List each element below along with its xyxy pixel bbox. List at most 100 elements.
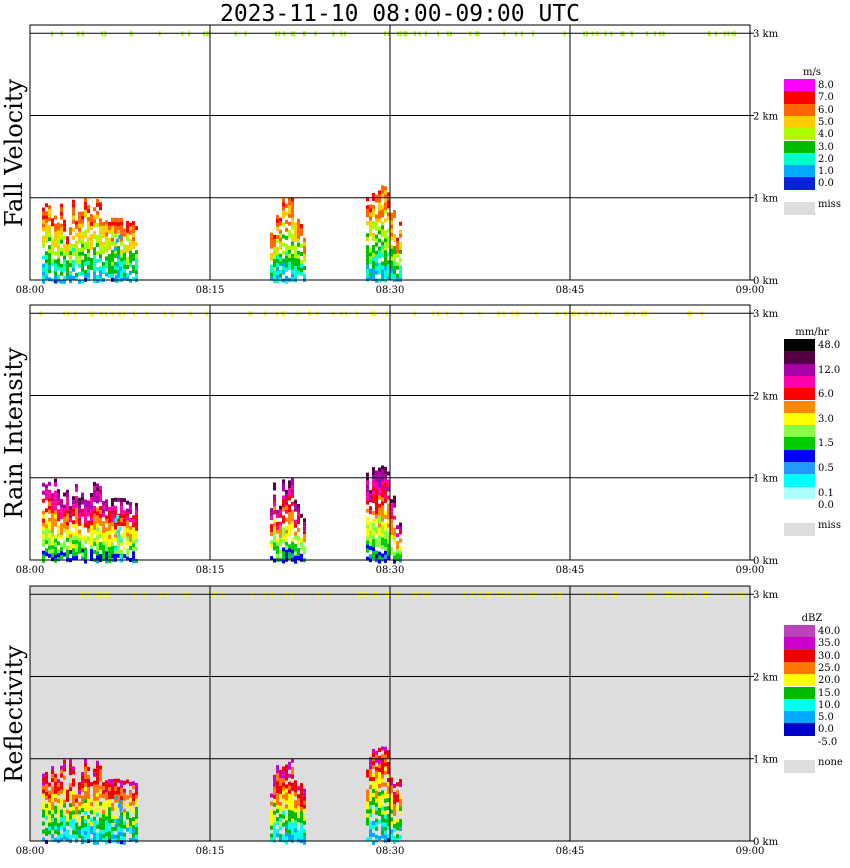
echo-cell — [93, 788, 96, 793]
echo-cell — [45, 775, 48, 780]
echo-cell — [48, 814, 51, 819]
echo-cell — [60, 543, 63, 548]
echo-cell — [96, 547, 99, 552]
echo-cell — [75, 834, 78, 839]
legend-label: 0.5 — [818, 463, 834, 474]
echo-cell — [390, 264, 393, 269]
echo-cell — [294, 816, 297, 821]
echo-cell — [285, 832, 288, 837]
echo-cell — [105, 800, 108, 805]
echo-cell — [297, 786, 300, 791]
echo-cell — [369, 797, 372, 802]
echo-cell — [78, 211, 81, 216]
echo-cell — [123, 554, 126, 559]
echo-cell — [63, 799, 66, 804]
echo-cell — [84, 826, 87, 831]
sparse-echo — [412, 592, 415, 598]
echo-cell — [132, 241, 135, 246]
echo-cell — [105, 244, 108, 249]
echo-cell — [288, 801, 291, 806]
echo-cell — [102, 802, 105, 807]
echo-cell — [273, 782, 276, 787]
echo-cell — [399, 546, 402, 551]
echo-cell — [78, 251, 81, 256]
sparse-echo — [450, 31, 453, 37]
echo-cell — [303, 534, 306, 539]
echo-cell — [96, 266, 99, 271]
echo-cell — [120, 836, 123, 841]
echo-cell — [96, 258, 99, 263]
echo-cell — [42, 793, 45, 798]
sparse-echo — [101, 31, 104, 37]
sparse-echo — [731, 31, 734, 37]
echo-cell — [87, 826, 90, 831]
sparse-echo — [386, 592, 389, 598]
echo-cell — [129, 505, 132, 510]
echo-cell — [57, 815, 60, 820]
echo-cell — [381, 209, 384, 214]
echo-cell — [372, 467, 375, 472]
echo-cell — [279, 817, 282, 822]
echo-cell — [54, 825, 57, 830]
echo-cell — [270, 540, 273, 545]
echo-cell — [285, 537, 288, 542]
echo-cell — [78, 517, 81, 522]
echo-cell — [285, 255, 288, 260]
echo-cell — [372, 748, 375, 753]
echo-cell — [279, 257, 282, 262]
echo-cell — [48, 529, 51, 534]
echo-cell — [366, 789, 369, 794]
echo-cell — [366, 496, 369, 501]
echo-cell — [381, 521, 384, 526]
echo-cell — [51, 766, 54, 771]
echo-cell — [135, 534, 138, 539]
echo-cell — [366, 821, 369, 826]
echo-cell — [375, 538, 378, 543]
echo-cell — [99, 222, 102, 227]
echo-cell — [291, 525, 294, 530]
echo-cell — [66, 252, 69, 257]
echo-cell — [279, 233, 282, 238]
echo-cell — [399, 530, 402, 535]
echo-cell — [396, 525, 399, 530]
echo-cell — [393, 835, 396, 840]
sparse-echo — [403, 31, 406, 37]
echo-cell — [54, 789, 57, 794]
echo-cell — [63, 504, 66, 509]
echo-cell — [135, 522, 138, 527]
echo-cell — [285, 816, 288, 821]
echo-cell — [102, 541, 105, 546]
echo-cell — [72, 211, 75, 216]
echo-cell — [63, 235, 66, 240]
echo-cell — [366, 801, 369, 806]
echo-cell — [375, 474, 378, 479]
echo-cell — [93, 808, 96, 813]
echo-cell — [63, 823, 66, 828]
echo-cell — [66, 513, 69, 518]
echo-cell — [93, 481, 96, 486]
echo-cell — [291, 481, 294, 486]
echo-cell — [387, 479, 390, 484]
echo-cell — [291, 477, 294, 482]
echo-cell — [54, 263, 57, 268]
echo-cell — [69, 514, 72, 519]
echo-cell — [72, 790, 75, 795]
sparse-echo — [586, 592, 589, 598]
echo-cell — [399, 795, 402, 800]
echo-cell — [57, 238, 60, 243]
echo-cell — [81, 832, 84, 837]
echo-cell — [78, 235, 81, 240]
echo-cell — [381, 189, 384, 194]
echo-cell — [372, 511, 375, 516]
echo-cell — [105, 824, 108, 829]
echo-cell — [45, 839, 48, 844]
echo-cell — [384, 554, 387, 559]
echo-cell — [372, 551, 375, 556]
echo-cell — [294, 531, 297, 536]
echo-cell — [378, 238, 381, 243]
echo-cell — [72, 259, 75, 264]
echo-cell — [108, 795, 111, 800]
sparse-echo — [529, 592, 532, 598]
echo-cell — [387, 539, 390, 544]
echo-cell — [75, 531, 78, 536]
